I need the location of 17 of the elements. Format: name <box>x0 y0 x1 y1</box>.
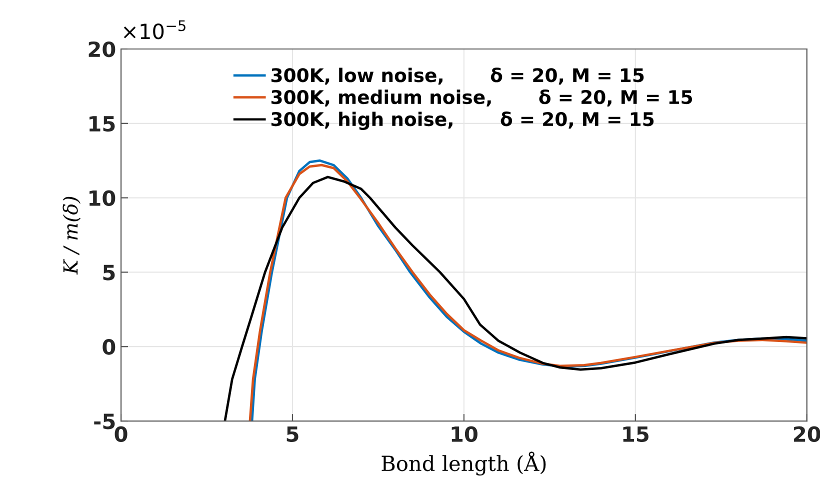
text: ×10$^{−5}$ <box>124 20 186 40</box>
y-axis-title: K / m(δ) <box>62 196 81 275</box>
legend-label: 300K, high noise, δ = 20, M = 15 <box>271 112 654 130</box>
x-tick-label: 5 <box>286 426 298 442</box>
y-tick-label: 20 <box>88 41 116 58</box>
x-tick-label: 20 <box>794 426 820 442</box>
legend-label: 300K, low noise, δ = 20, M = 15 <box>271 68 644 85</box>
y-tick-label: 15 <box>90 116 115 132</box>
y-tick-label: 5 <box>103 264 115 280</box>
x-tick-label: 0 <box>114 426 128 442</box>
y-tick-label: 0 <box>102 339 116 355</box>
y-tick-label: -5 <box>94 414 115 430</box>
x-axis-title: Bond length (Å) <box>382 452 546 476</box>
legend-label: 300K, medium noise, δ = 20, M = 15 <box>271 90 692 107</box>
x-tick-label: 15 <box>623 426 648 442</box>
y-tick-label: 10 <box>90 190 116 206</box>
x-tick-label: 10 <box>452 426 478 442</box>
